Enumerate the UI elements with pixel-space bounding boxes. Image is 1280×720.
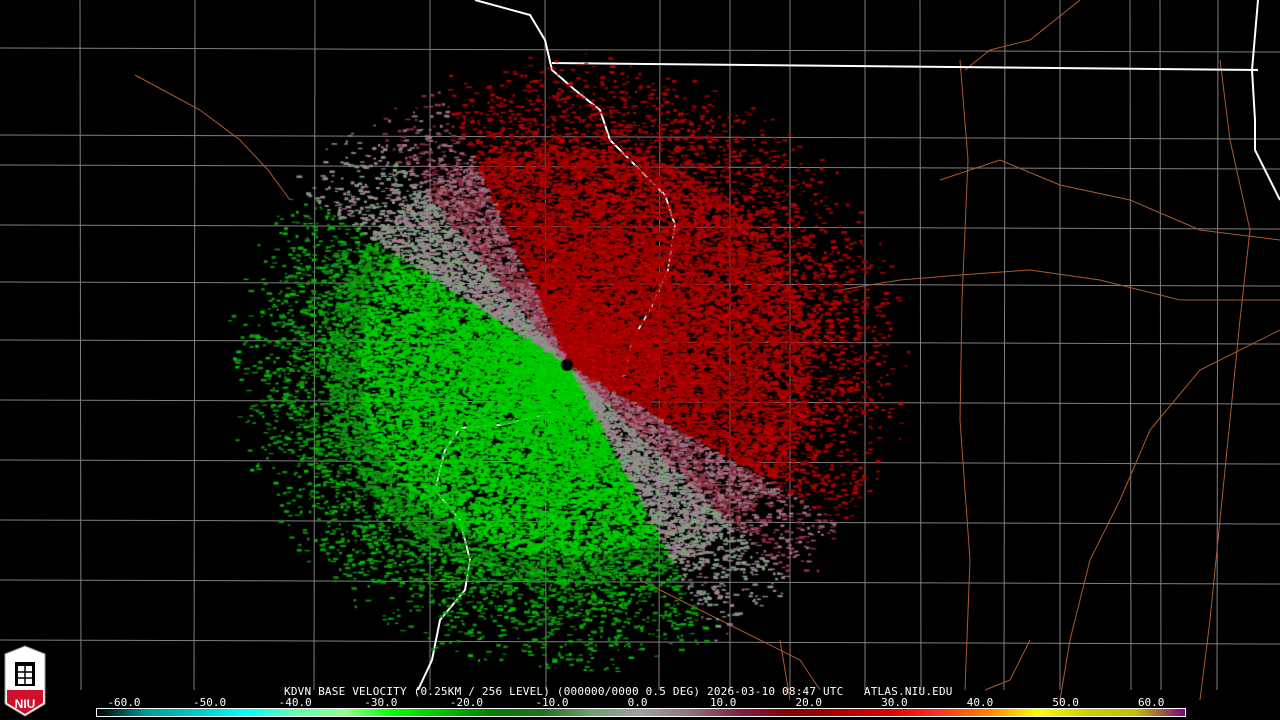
legend-tick: 40.0 (966, 696, 994, 709)
niu-logo: NIU (4, 645, 46, 717)
legend-tick: 50.0 (1052, 696, 1079, 709)
velocity-colorbar (96, 708, 1186, 717)
product-title: KDVN BASE VELOCITY (0.25KM / 256 LEVEL) … (284, 685, 953, 698)
legend-tick: -50.0 (193, 696, 227, 709)
svg-text:NIU: NIU (15, 697, 36, 711)
legend-tick: 60.0 (1137, 696, 1165, 709)
legend-tick: -10.0 (535, 696, 569, 709)
legend-tick: -30.0 (364, 696, 398, 709)
legend-tick: -60.0 (107, 696, 141, 709)
legend-tick: -40.0 (278, 696, 312, 709)
legend-tick: 30.0 (881, 696, 908, 709)
legend-tick: 20.0 (795, 696, 823, 709)
legend-tick: -20.0 (449, 696, 483, 709)
legend-tick: 10.0 (709, 696, 737, 709)
legend-tick: 0.0 (627, 696, 648, 709)
